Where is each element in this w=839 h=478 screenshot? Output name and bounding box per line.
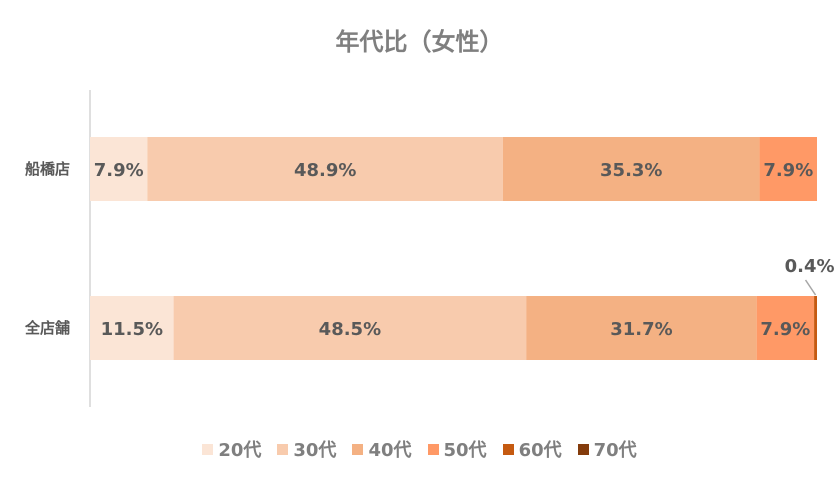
bar-segment <box>90 137 148 201</box>
bar-segment <box>526 296 757 360</box>
data-label: 31.7% <box>610 319 672 340</box>
bar-segment <box>502 137 760 201</box>
legend-label: 60代 <box>518 440 562 461</box>
legend-item: 50代 <box>427 436 487 462</box>
legend-label: 30代 <box>293 440 337 461</box>
data-label: 7.9% <box>94 160 144 181</box>
data-label: 7.9% <box>760 319 810 340</box>
legend-item: 70代 <box>577 436 637 462</box>
legend-label: 40代 <box>368 440 412 461</box>
category-label: 船橋店 <box>25 160 70 178</box>
leader-line <box>804 279 817 296</box>
legend-item: 60代 <box>502 436 562 462</box>
bar-segment <box>173 296 527 360</box>
legend-swatch <box>277 443 289 455</box>
bar-segment <box>814 296 817 360</box>
legend: 20代 30代 40代 50代 60代 70代 <box>0 436 839 462</box>
legend-label: 50代 <box>443 440 487 461</box>
data-label: 48.5% <box>319 319 381 340</box>
legend-label: 70代 <box>593 440 637 461</box>
data-label: 7.9% <box>763 160 813 181</box>
legend-swatch <box>577 443 589 455</box>
legend-item: 30代 <box>277 436 336 462</box>
legend-swatch <box>352 443 364 455</box>
legend-swatch <box>502 443 514 455</box>
legend-swatch <box>202 443 214 455</box>
bar-segment <box>90 296 174 360</box>
legend-swatch <box>427 443 439 455</box>
legend-item: 20代 <box>202 436 261 462</box>
chart-title: 年代比（女性） <box>335 28 504 56</box>
category-label: 全店舗 <box>24 319 70 337</box>
data-label: 11.5% <box>101 319 163 340</box>
data-label: 0.4% <box>785 256 835 277</box>
data-label: 48.9% <box>294 160 356 181</box>
data-label: 35.3% <box>600 160 662 181</box>
bar-segment <box>756 296 815 360</box>
legend-label: 20代 <box>218 440 262 461</box>
legend-item: 40代 <box>352 436 412 462</box>
bar-segment <box>147 137 503 201</box>
bar-segment <box>759 137 817 201</box>
